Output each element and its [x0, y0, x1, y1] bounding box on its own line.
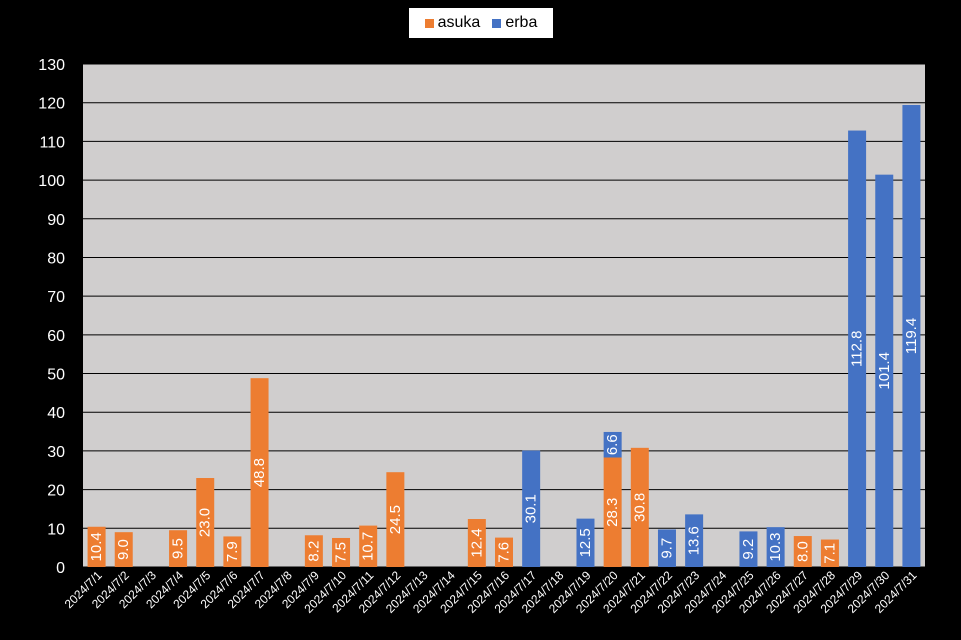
y-tick-label: 80	[47, 250, 65, 267]
bar-erba	[576, 518, 595, 567]
bar-asuka	[169, 530, 188, 567]
bar-erba	[766, 527, 785, 567]
bar-asuka	[114, 532, 133, 567]
data-label-erba: 9.7	[658, 538, 675, 559]
bar-asuka	[820, 539, 839, 567]
legend-item-erba: erba	[492, 14, 537, 32]
legend: asuka erba	[409, 8, 553, 38]
legend-label-asuka: asuka	[437, 14, 481, 31]
bar-asuka	[495, 537, 513, 567]
data-label-asuka: 8.2	[305, 541, 322, 562]
data-label-erba: 10.3	[767, 532, 784, 561]
data-label-asuka: 9.5	[170, 538, 187, 559]
bar-erba	[603, 431, 622, 458]
data-label-erba: 30.1	[523, 494, 540, 523]
bar-asuka	[467, 519, 486, 567]
bar-erba	[902, 105, 921, 567]
y-tick-label: 50	[47, 367, 65, 384]
bar-asuka	[386, 472, 405, 567]
data-label-asuka: 8.0	[794, 541, 811, 562]
legend-item-asuka: asuka	[424, 14, 481, 32]
bar-erba	[522, 450, 541, 567]
plot-area	[83, 64, 925, 567]
bar-erba	[685, 514, 704, 567]
bar-asuka	[359, 525, 378, 567]
bar-asuka	[304, 535, 323, 567]
legend-swatch-asuka	[424, 18, 434, 28]
data-label-asuka: 7.5	[333, 542, 350, 563]
y-tick-label: 100	[38, 173, 65, 190]
data-label-erba: 12.5	[577, 528, 594, 557]
data-label-asuka: 23.0	[197, 508, 214, 537]
data-label-erba: 101.4	[876, 352, 893, 390]
bar-erba	[848, 130, 867, 567]
data-label-asuka: 48.8	[251, 458, 268, 487]
bar-erba	[739, 531, 758, 567]
legend-label-erba: erba	[505, 14, 538, 31]
bar-asuka	[250, 378, 269, 567]
data-label-asuka: 9.0	[115, 539, 132, 560]
y-tick-label: 0	[56, 560, 65, 577]
y-tick-label: 10	[47, 521, 65, 538]
bar-asuka	[87, 526, 106, 567]
y-tick-label: 120	[38, 96, 65, 113]
bar-asuka	[332, 537, 351, 567]
data-label-asuka: 12.4	[468, 528, 485, 557]
bar-asuka	[793, 536, 812, 567]
data-label-asuka: 7.9	[224, 541, 241, 562]
data-label-asuka: 7.1	[821, 543, 838, 564]
data-label-asuka: 10.4	[88, 532, 105, 561]
data-label-asuka: 28.3	[604, 498, 621, 527]
data-label-erba: 6.6	[604, 434, 621, 455]
y-tick-label: 30	[47, 444, 65, 461]
data-label-erba: 13.6	[686, 526, 703, 555]
legend-swatch-erba	[492, 18, 502, 28]
bar-asuka	[223, 536, 242, 567]
y-tick-label: 90	[47, 212, 65, 229]
data-label-erba: 112.8	[849, 331, 866, 367]
bar-asuka	[630, 447, 649, 567]
bar-asuka	[603, 457, 622, 567]
bar-erba	[657, 529, 676, 567]
data-label-erba: 9.2	[740, 539, 757, 560]
y-tick-label: 110	[39, 134, 65, 151]
bar-asuka	[196, 478, 215, 567]
data-label-erba: 119.4	[903, 318, 920, 354]
data-label-asuka: 10.7	[360, 532, 377, 561]
y-tick-label: 70	[47, 289, 65, 306]
bar-erba	[875, 174, 894, 567]
y-tick-label: 130	[38, 57, 65, 74]
y-tick-label: 20	[47, 483, 65, 500]
y-tick-label: 40	[47, 405, 65, 422]
data-label-asuka: 7.6	[496, 542, 513, 563]
data-label-asuka: 30.8	[631, 493, 648, 522]
data-label-asuka: 24.5	[387, 505, 404, 534]
y-tick-label: 60	[47, 328, 65, 345]
